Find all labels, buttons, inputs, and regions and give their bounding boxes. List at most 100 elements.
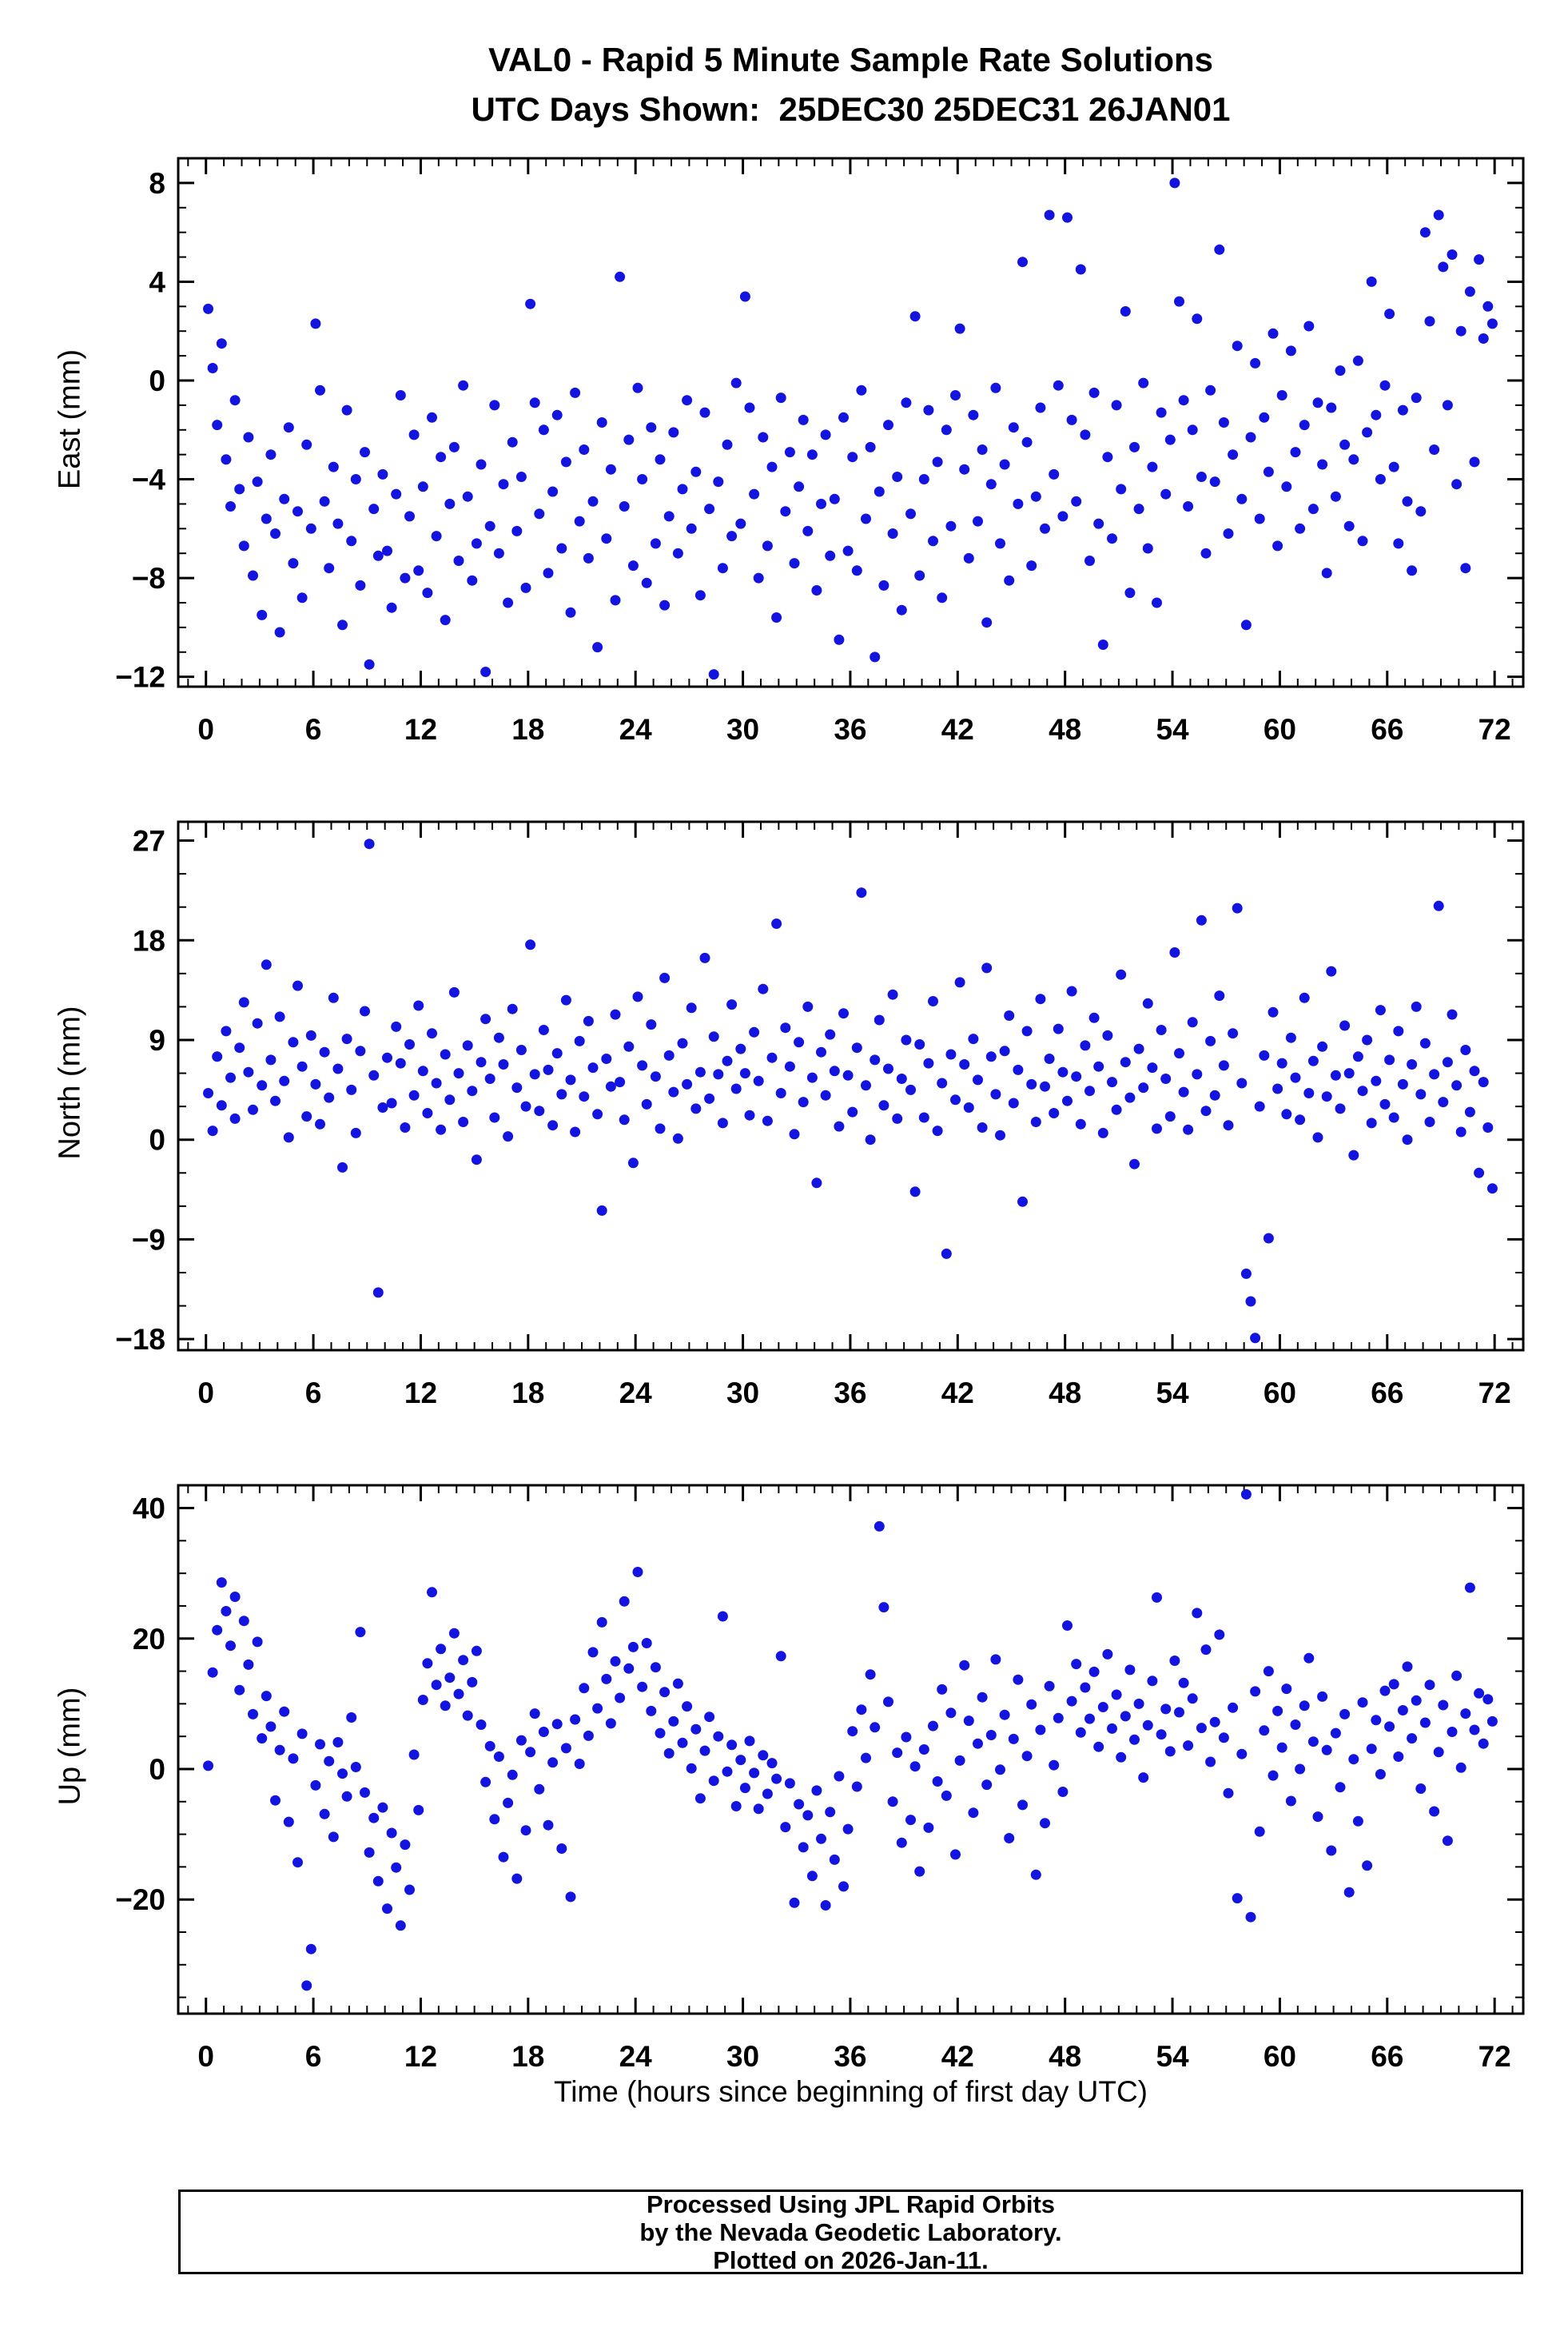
data-point [1362, 427, 1373, 438]
data-point [229, 1592, 241, 1602]
data-point [207, 1126, 218, 1137]
x-tick-label: 48 [1049, 1377, 1081, 1409]
data-point [1035, 402, 1046, 413]
data-point [1482, 1122, 1494, 1133]
data-point [515, 1045, 527, 1055]
data-point [1307, 504, 1319, 515]
data-point [842, 1823, 854, 1835]
x-tick-label: 72 [1478, 713, 1511, 746]
y-tick-label: 18 [133, 924, 165, 957]
data-point [440, 1049, 451, 1060]
data-point [1053, 1712, 1064, 1723]
data-point [1062, 1095, 1073, 1106]
data-point [484, 1074, 495, 1084]
data-point [758, 1750, 769, 1761]
data-point [672, 548, 683, 559]
data-point [892, 1113, 903, 1124]
data-point [1290, 447, 1301, 458]
data-point [431, 531, 442, 542]
data-point [1209, 476, 1220, 488]
data-point [682, 1701, 693, 1712]
data-point [274, 627, 285, 638]
data-point [686, 523, 697, 534]
data-point [467, 575, 478, 586]
data-point [806, 1072, 818, 1083]
data-point [547, 1757, 559, 1768]
data-point [1138, 1082, 1149, 1094]
x-tick-label: 12 [404, 2040, 437, 2073]
data-point [1057, 1787, 1069, 1797]
data-point [909, 1186, 921, 1197]
data-point [766, 461, 778, 472]
data-point [1348, 1754, 1359, 1765]
y-tick-label: 9 [149, 1024, 165, 1057]
data-point [408, 1090, 420, 1101]
data-point [901, 1034, 912, 1046]
data-point [954, 323, 965, 334]
data-point [507, 436, 518, 448]
y-tick-label: −8 [132, 562, 165, 595]
data-point [243, 432, 254, 443]
data-point [1371, 409, 1382, 420]
data-point [293, 980, 303, 991]
x-tick-label: 54 [1156, 2040, 1189, 2073]
x-tick-label: 30 [726, 713, 759, 746]
data-point [471, 1645, 482, 1656]
data-point [811, 1177, 822, 1189]
data-point [507, 1003, 518, 1014]
data-point [856, 385, 867, 396]
data-point [909, 1761, 921, 1772]
data-point [749, 1026, 760, 1038]
x-tick-label: 66 [1371, 713, 1403, 746]
data-point [1254, 1101, 1265, 1112]
data-point [610, 1656, 621, 1667]
data-point [1290, 1072, 1301, 1083]
data-point [1486, 1715, 1498, 1727]
data-point [1116, 1751, 1127, 1763]
data-point [234, 1042, 245, 1054]
data-point [914, 1866, 925, 1877]
data-point [328, 1831, 339, 1843]
data-point [1295, 1763, 1306, 1775]
data-point [296, 1061, 308, 1072]
data-point [257, 609, 268, 620]
data-point [1205, 385, 1216, 396]
data-point [515, 1735, 527, 1746]
data-point [1312, 1132, 1323, 1143]
data-point [802, 1810, 814, 1821]
data-point [579, 1683, 590, 1694]
x-tick-label: 0 [197, 713, 214, 746]
data-point [574, 1759, 585, 1769]
data-point [547, 1120, 559, 1131]
x-tick-label: 6 [305, 1377, 322, 1409]
data-point [417, 1695, 428, 1705]
data-point [1352, 1051, 1363, 1062]
data-point [1178, 1086, 1189, 1098]
data-point [914, 570, 925, 581]
data-point [1281, 1109, 1292, 1120]
data-point [1402, 496, 1413, 507]
data-point [730, 1801, 742, 1811]
data-point [427, 1028, 437, 1039]
data-point [1062, 1620, 1073, 1631]
data-point [699, 952, 710, 963]
data-point [453, 1688, 464, 1699]
data-point [417, 1066, 428, 1077]
data-point [1263, 466, 1274, 477]
x-tick-label: 48 [1049, 2040, 1081, 2073]
data-point [346, 1712, 357, 1723]
data-point [1192, 1608, 1203, 1619]
data-point [1187, 1017, 1198, 1028]
data-point [1097, 1702, 1108, 1712]
data-point [771, 1773, 782, 1784]
data-point [995, 1764, 1005, 1775]
data-point [985, 1051, 997, 1062]
data-point [1214, 990, 1225, 1002]
data-point [605, 1718, 616, 1729]
data-point [507, 1769, 518, 1780]
data-point [1263, 1666, 1274, 1677]
data-point [248, 570, 258, 581]
data-point [905, 1084, 916, 1095]
data-point [404, 511, 415, 522]
data-point [1160, 488, 1172, 500]
